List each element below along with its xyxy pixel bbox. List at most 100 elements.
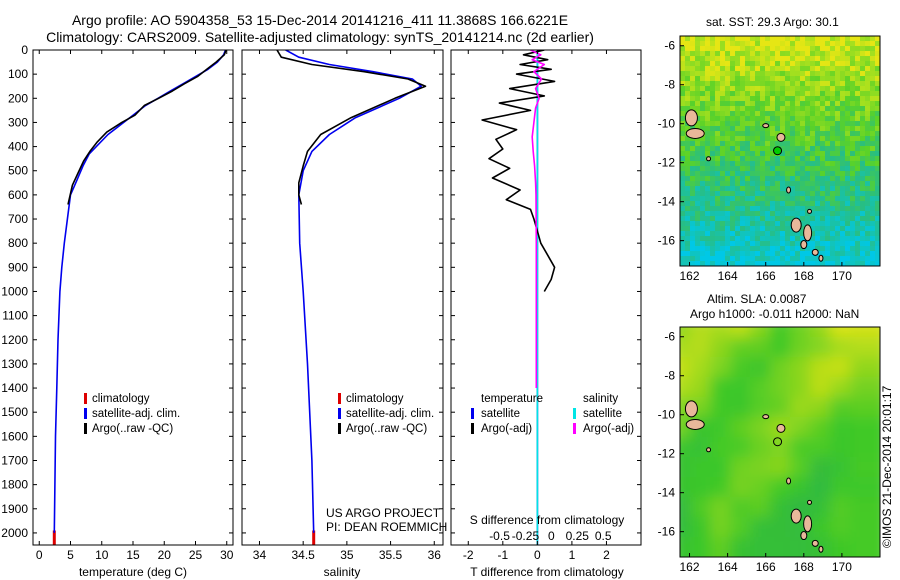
sla-map-frame <box>679 326 881 558</box>
sst-map-cell <box>810 91 816 97</box>
sst-map-cell <box>820 231 826 237</box>
sst-map-cell <box>685 56 691 62</box>
sst-map-cell <box>845 221 851 227</box>
sst-map-cell <box>805 46 811 52</box>
sst-map-cell <box>710 131 716 137</box>
sst-map-cell <box>800 231 806 237</box>
sst-map-cell <box>710 81 716 87</box>
sst-map-cell <box>870 166 876 172</box>
sst-map-cell <box>840 86 846 92</box>
sst-map-cell <box>870 186 876 192</box>
sst-map-cell <box>695 206 701 212</box>
sst-map-cell <box>875 141 880 147</box>
sla-map-island <box>790 508 802 524</box>
sst-map-cell <box>720 161 726 167</box>
sst-map-cell <box>865 126 871 132</box>
sst-map-cell <box>680 41 686 47</box>
sst-map-cell <box>820 161 826 167</box>
sla-map-island <box>811 539 819 547</box>
sst-map-cell <box>690 56 696 62</box>
sst-map-xtick-label: 170 <box>832 269 852 283</box>
sst-map-cell <box>680 116 686 122</box>
sst-map-cell <box>865 146 871 152</box>
legend-label-argo: Argo(..raw -QC) <box>92 423 173 435</box>
sst-map-cell <box>740 176 746 182</box>
sst-map-cell <box>810 111 816 117</box>
sst-map-cell <box>805 81 811 87</box>
sst-map-cell <box>765 181 771 187</box>
sst-map-cell <box>790 186 796 192</box>
sst-map-cell <box>720 151 726 157</box>
sst-map-cell <box>800 161 806 167</box>
sst-map-cell <box>715 211 721 217</box>
sst-map-cell <box>810 186 816 192</box>
sla-map-island <box>800 531 808 541</box>
sst-map-cell <box>875 91 880 97</box>
sst-map-cell <box>795 146 801 152</box>
sst-map-cell <box>720 111 726 117</box>
temperature-panel: 0100200300400500600700800900100011001200… <box>1 43 233 579</box>
sst-map-cell <box>705 56 711 62</box>
sst-map-cell <box>750 151 756 157</box>
sst-map-cell <box>835 186 841 192</box>
sst-map-cell <box>735 211 741 217</box>
sst-map-cell <box>680 76 686 82</box>
sst-map-cell <box>865 181 871 187</box>
sst-map-cell <box>870 136 876 142</box>
sst-map-cell <box>775 211 781 217</box>
sst-map-cell <box>815 76 821 82</box>
sst-map-cell <box>870 146 876 152</box>
sst-map-cell <box>845 166 851 172</box>
sst-map-cell <box>820 136 826 142</box>
sst-map-island <box>776 132 786 142</box>
sst-map-cell <box>870 151 876 157</box>
sst-map-cell <box>825 211 831 217</box>
sst-map-cell <box>860 71 866 77</box>
legend-swatch-argo <box>338 423 341 434</box>
sst-map-cell <box>800 116 806 122</box>
sst-map-cell <box>775 111 781 117</box>
sst-map-cell <box>745 166 751 172</box>
sst-map-cell <box>695 71 701 77</box>
sst-map-cell <box>695 36 701 42</box>
sst-map-cell <box>710 211 716 217</box>
sst-map-cell <box>740 96 746 102</box>
sst-map-cell <box>765 86 771 92</box>
sst-map-cell <box>685 196 691 202</box>
sst-map-cell <box>760 166 766 172</box>
sst-map-cell <box>835 181 841 187</box>
sst-map-cell <box>760 196 766 202</box>
sst-map-cell <box>710 36 716 42</box>
sst-map-cell <box>805 141 811 147</box>
difference-xlabel: T difference from climatology <box>470 565 624 579</box>
sst-map-cell <box>795 126 801 132</box>
sst-map-cell <box>870 171 876 177</box>
sst-map-cell <box>680 231 686 237</box>
sst-map-cell <box>755 231 761 237</box>
sst-map-cell <box>775 56 781 62</box>
sst-map-cell <box>755 171 761 177</box>
sst-map-cell <box>720 101 726 107</box>
sst-map-cell <box>850 61 856 67</box>
sst-map-cell <box>870 216 876 222</box>
sst-map-cell <box>775 61 781 67</box>
sst-map-cell <box>765 126 771 132</box>
sst-map-cell <box>795 136 801 142</box>
sst-map-cell <box>800 181 806 187</box>
sst-map-cell <box>770 56 776 62</box>
sst-map-cell <box>765 116 771 122</box>
legend-label-satellite: satellite-adj. clim. <box>92 408 180 420</box>
sla-map-island <box>803 515 813 533</box>
sst-map-cell <box>700 191 706 197</box>
sst-map-cell <box>875 241 880 247</box>
sst-map-cell <box>750 106 756 112</box>
sst-map-cell <box>770 226 776 232</box>
sst-map-cell <box>795 111 801 117</box>
sst-map-cell <box>725 56 731 62</box>
sst-map-cell <box>865 171 871 177</box>
sst-map-cell <box>810 201 816 207</box>
sst-map-cell <box>780 156 786 162</box>
sst-map-cell <box>750 171 756 177</box>
sst-map-cell <box>725 151 731 157</box>
sst-map-cell <box>845 181 851 187</box>
